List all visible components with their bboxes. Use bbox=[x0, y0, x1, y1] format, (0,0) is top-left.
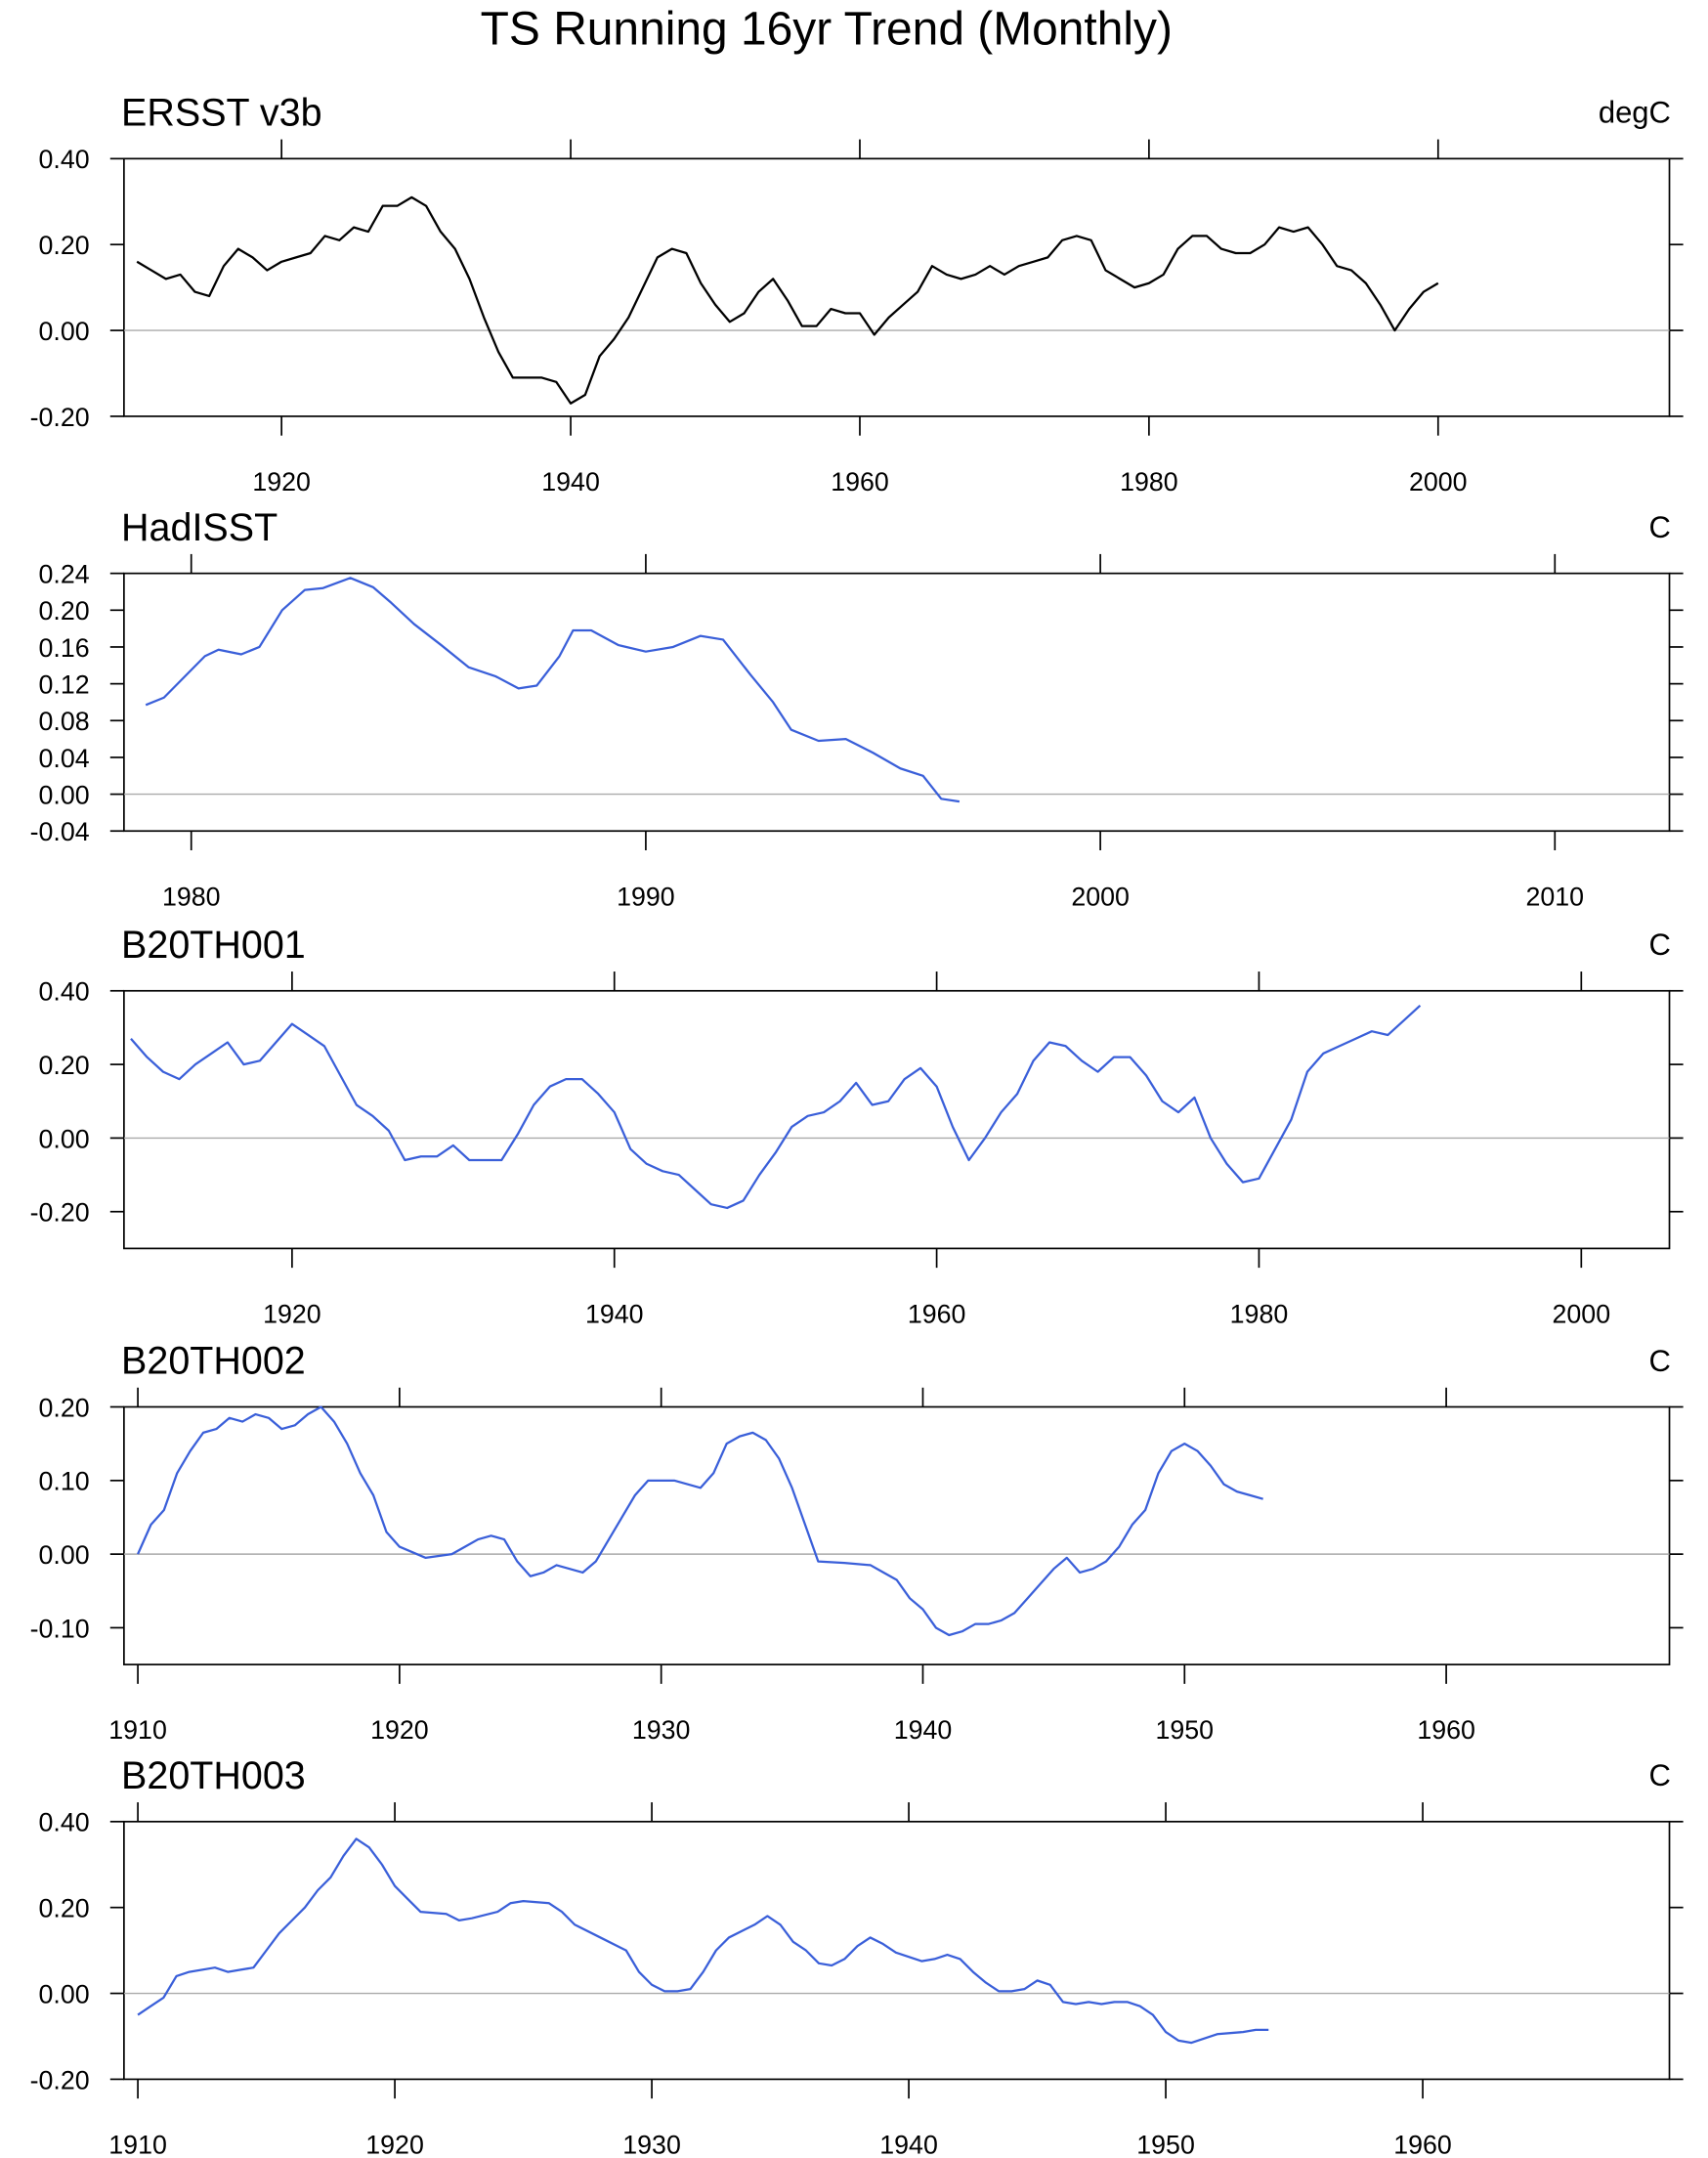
x-tick-label: 1920 bbox=[365, 2131, 424, 2158]
y-tick-label: 0.00 bbox=[39, 1124, 90, 1153]
y-tick-label: 0.00 bbox=[39, 780, 90, 809]
x-tick-label: 1950 bbox=[1156, 1715, 1215, 1745]
y-tick-label: 0.20 bbox=[39, 1393, 90, 1422]
panel-title: B20TH002 bbox=[121, 1340, 306, 1383]
y-tick-label: 0.04 bbox=[39, 744, 90, 773]
x-tick-label: 1980 bbox=[162, 882, 221, 911]
units-label: C bbox=[1649, 510, 1671, 544]
y-tick-label: 0.40 bbox=[39, 145, 90, 174]
y-tick-label: 0.20 bbox=[39, 596, 90, 626]
x-tick-label: 1940 bbox=[879, 2131, 938, 2158]
y-tick-label: -0.20 bbox=[30, 2065, 90, 2094]
units-label: C bbox=[1649, 928, 1671, 962]
x-tick-label: 1940 bbox=[585, 1300, 644, 1329]
units-label: C bbox=[1649, 1344, 1671, 1378]
plot-frame bbox=[123, 1405, 1671, 1665]
x-tick-label: 1910 bbox=[108, 1715, 167, 1745]
plot-frame bbox=[123, 989, 1671, 1250]
y-tick-label: 0.20 bbox=[39, 1051, 90, 1080]
x-tick-label: 1960 bbox=[831, 467, 889, 496]
x-tick-label: 1940 bbox=[541, 467, 600, 496]
y-tick-label: -0.04 bbox=[30, 817, 90, 846]
x-tick-label: 1960 bbox=[1393, 2131, 1452, 2158]
x-tick-label: 1940 bbox=[894, 1715, 953, 1745]
plot-frame bbox=[123, 157, 1671, 417]
y-tick-label: 0.00 bbox=[39, 317, 90, 346]
data-line bbox=[145, 577, 961, 803]
units-label: C bbox=[1649, 1758, 1671, 1792]
y-tick-label: 0.16 bbox=[39, 633, 90, 663]
y-tick-label: -0.20 bbox=[30, 1198, 90, 1228]
panel-title: B20TH001 bbox=[121, 924, 306, 967]
data-line bbox=[137, 1405, 1263, 1637]
x-tick-label: 1930 bbox=[632, 1715, 691, 1745]
y-tick-label: 0.12 bbox=[39, 669, 90, 699]
x-tick-label: 1920 bbox=[370, 1715, 429, 1745]
x-tick-label: 2010 bbox=[1526, 882, 1585, 911]
x-tick-label: 1960 bbox=[1417, 1715, 1475, 1745]
x-tick-label: 1910 bbox=[108, 2131, 167, 2158]
x-tick-label: 2000 bbox=[1071, 882, 1130, 911]
y-tick-label: 0.40 bbox=[39, 977, 90, 1007]
y-tick-label: -0.10 bbox=[30, 1614, 90, 1643]
x-tick-label: 1920 bbox=[263, 1300, 321, 1329]
plot-frame bbox=[123, 572, 1671, 833]
data-line bbox=[136, 195, 1439, 405]
y-tick-label: 0.24 bbox=[39, 560, 90, 589]
y-tick-label: 0.40 bbox=[39, 1808, 90, 1837]
figure-title: TS Running 16yr Trend (Monthly) bbox=[481, 3, 1173, 55]
x-tick-label: 1950 bbox=[1136, 2131, 1195, 2158]
x-tick-label: 1990 bbox=[617, 882, 675, 911]
y-tick-label: 0.08 bbox=[39, 707, 90, 736]
y-tick-label: 0.00 bbox=[39, 1979, 90, 2008]
x-tick-label: 1920 bbox=[252, 467, 311, 496]
x-tick-label: 1930 bbox=[622, 2131, 681, 2158]
panel-title: ERSST v3b bbox=[121, 92, 321, 135]
y-tick-label: -0.20 bbox=[30, 403, 90, 432]
plot-frame bbox=[123, 1820, 1671, 2081]
y-tick-label: 0.10 bbox=[39, 1467, 90, 1496]
y-tick-label: 0.20 bbox=[39, 231, 90, 260]
x-tick-label: 2000 bbox=[1409, 467, 1468, 496]
data-line bbox=[130, 1005, 1422, 1210]
x-tick-label: 1980 bbox=[1120, 467, 1178, 496]
panel-title: HadISST bbox=[121, 506, 278, 549]
x-tick-label: 1960 bbox=[908, 1300, 966, 1329]
data-line bbox=[137, 1837, 1269, 2045]
x-tick-label: 2000 bbox=[1553, 1300, 1611, 1329]
y-tick-label: 0.00 bbox=[39, 1540, 90, 1570]
x-tick-label: 1980 bbox=[1230, 1300, 1289, 1329]
y-tick-label: 0.20 bbox=[39, 1894, 90, 1923]
units-label: degC bbox=[1599, 96, 1671, 130]
panel-title: B20TH003 bbox=[121, 1754, 306, 1797]
